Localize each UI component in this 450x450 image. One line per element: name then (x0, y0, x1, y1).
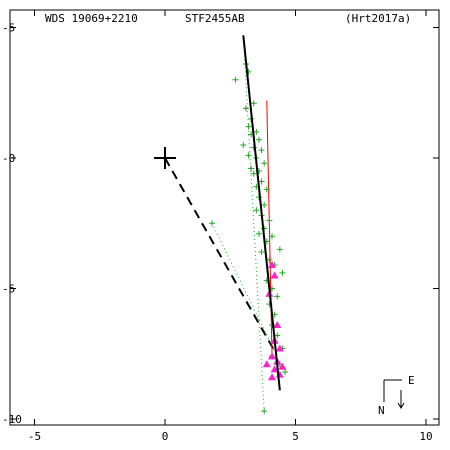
linear-fit-line (242, 35, 281, 391)
x-tick-label: 5 (292, 430, 299, 443)
wds-label: WDS 19069+2210 (45, 12, 138, 25)
observation-point (255, 230, 262, 237)
primary-companion-dashed-line (164, 157, 276, 352)
y-tick-label: -5 (2, 283, 15, 296)
y-tick-label: -5 (2, 22, 15, 35)
reference-label: (Hrt2017a) (345, 12, 411, 25)
observation-point (258, 178, 265, 185)
observation-point (261, 160, 268, 167)
observation-point (232, 76, 239, 83)
observation-point (258, 248, 265, 255)
observation-point (274, 293, 281, 300)
observation-point (279, 269, 286, 276)
observation-point (248, 165, 255, 172)
observation-point (276, 246, 283, 253)
primary-star (154, 147, 176, 169)
observation-point (282, 369, 289, 376)
dotted-guide-line (242, 35, 265, 412)
fit-line (242, 35, 281, 391)
compass-arrow-head (397, 402, 405, 409)
observation-point (253, 128, 260, 135)
compass: E N (378, 374, 415, 417)
speckle-point (268, 352, 277, 360)
speckle-point (275, 344, 284, 352)
observation-point (242, 105, 249, 112)
pair-label: STF2455AB (185, 12, 245, 25)
observation-point (208, 220, 215, 227)
tick-labels: -5 0 5 10 -5 -0 -5 -10 (2, 22, 433, 444)
observation-point (253, 207, 260, 214)
speckle-point (268, 373, 277, 381)
y-tick-label: -0 (2, 152, 15, 165)
speckle-point (270, 365, 279, 373)
observation-point (261, 408, 268, 415)
observation-point (240, 141, 247, 148)
speckle-point (273, 321, 282, 329)
speckle-point (278, 362, 287, 370)
speckle-point (270, 271, 279, 279)
x-tick-label: 0 (162, 430, 169, 443)
speckle-point (262, 360, 271, 368)
observation-point (269, 233, 276, 240)
observation-point (245, 152, 252, 159)
tick-marks (10, 10, 439, 425)
compass-east-label: E (408, 374, 415, 387)
x-tick-label: -5 (28, 430, 41, 443)
observation-point (255, 136, 262, 143)
observation-point (261, 201, 268, 208)
y-tick-label: -10 (2, 413, 22, 426)
separation-line (164, 35, 276, 412)
speckle-points (262, 261, 287, 381)
observation-points (208, 61, 289, 415)
observation-point (263, 186, 270, 193)
x-tick-label: 10 (419, 430, 432, 443)
speckle-point (268, 261, 277, 269)
primary-star-cross (154, 147, 176, 169)
observation-point (245, 123, 252, 130)
observation-point (258, 147, 265, 154)
observation-point (250, 100, 257, 107)
observation-point (250, 170, 257, 177)
observation-point (266, 217, 273, 224)
compass-north-label: N (378, 404, 385, 417)
plot-frame (9, 9, 440, 426)
observation-point (274, 332, 281, 339)
